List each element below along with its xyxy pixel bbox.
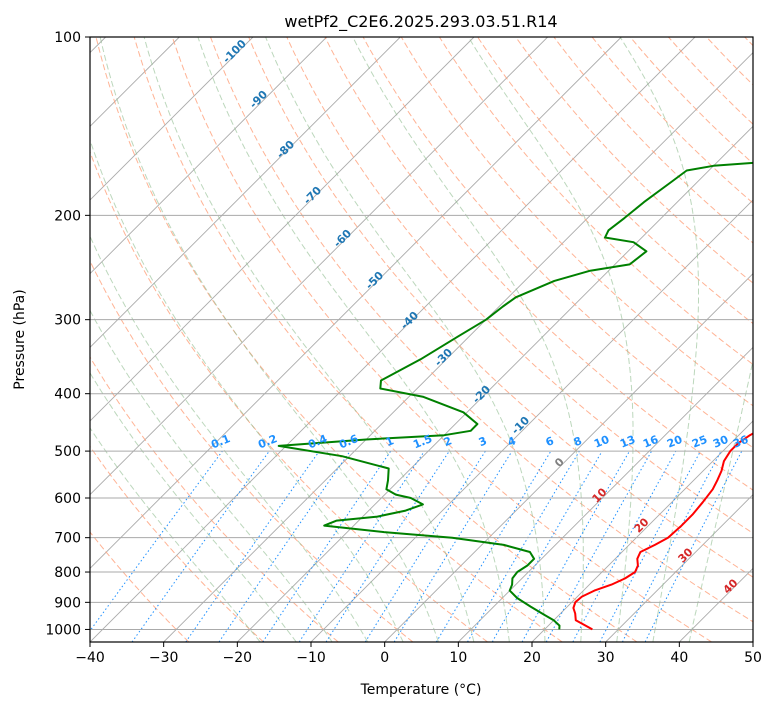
x-tick-label: −20: [223, 650, 253, 666]
moist-adiabat-line: [352, 37, 584, 642]
isotherm-line: [90, 37, 696, 642]
mixing-ratio-line: [218, 450, 351, 642]
moist-adiabat-line: [90, 371, 297, 642]
isotherm-line: [90, 37, 401, 348]
dry-adiabat-line: [90, 356, 339, 642]
moist-adiabat-line: [143, 37, 475, 642]
isotherm-line: [163, 52, 753, 642]
x-tick-label: 40: [670, 650, 688, 666]
dry-adiabat-line: [400, 37, 753, 407]
x-tick-label: −30: [149, 650, 179, 666]
x-tick-label: 30: [597, 650, 615, 666]
dry-adiabat-line: [90, 150, 488, 642]
moist-adiabat-line: [99, 37, 439, 642]
dry-adiabat-line: [248, 37, 753, 578]
mixing-ratio-label: 30: [711, 433, 730, 451]
isotherm-line: [458, 346, 753, 642]
x-tick-label: 50: [744, 650, 762, 666]
reference-lines: [90, 37, 753, 642]
mixing-ratio-line: [644, 450, 743, 642]
y-tick-label: 1000: [45, 622, 81, 638]
mixing-ratio-line: [90, 450, 223, 632]
mixing-ratio-line: [545, 450, 653, 642]
x-tick-label: 0: [380, 650, 389, 666]
mixing-ratio-line: [325, 450, 450, 642]
mixing-ratio-line: [521, 450, 630, 642]
mixing-ratio-line: [262, 450, 392, 642]
dry-adiabat-line: [171, 37, 712, 642]
mixing-ratio-label: 10: [592, 433, 611, 451]
mixing-ratio-label: 8: [572, 434, 584, 449]
dry-adiabat-line: [95, 37, 563, 642]
mixing-ratio-line: [572, 450, 677, 642]
moist-adiabat-line: [688, 358, 753, 642]
mixing-ratio-label: 25: [690, 433, 709, 451]
dry-adiabat-line: [90, 259, 414, 642]
moist-adiabat-line: [197, 37, 510, 642]
y-tick-label: 300: [54, 313, 81, 329]
y-tick-label: 400: [54, 387, 81, 403]
y-tick-label: 200: [54, 208, 81, 224]
mixing-ratio-label: 16: [641, 433, 660, 451]
y-tick-label: 900: [54, 595, 81, 611]
isotherm-line: [90, 37, 327, 275]
dewpoint-profile-line: [277, 161, 753, 630]
mixing-ratio-label: 13: [618, 433, 637, 451]
isotherm-line: [90, 37, 622, 569]
y-tick-label: 600: [54, 491, 81, 507]
isotherm-line: [90, 37, 475, 422]
isotherm-line: [605, 494, 753, 642]
x-tick-label: 20: [523, 650, 541, 666]
isotherm-line: [90, 37, 254, 201]
y-axis-title: Pressure (hPa): [12, 289, 28, 389]
moist-adiabat-line: [90, 235, 369, 642]
dry-adiabat-line: [438, 37, 753, 366]
mixing-ratio-label: 2: [442, 434, 454, 449]
isotherm-line: [237, 125, 753, 642]
dry-adiabat-line: [286, 37, 753, 534]
plot-frame: [89, 36, 754, 643]
dry-adiabat-line: [90, 445, 264, 642]
y-axis: 100 200 300 400 500 600 700 800 900 1000: [45, 30, 90, 638]
dry-adiabat-line: [133, 37, 638, 642]
mixing-ratio-label: 3: [477, 434, 489, 449]
y-tick-label: 700: [54, 531, 81, 547]
isotherm-line: [384, 273, 753, 642]
mixing-ratio-label: 1: [384, 434, 396, 449]
moist-adiabat-line: [619, 37, 699, 642]
moist-adiabat-line: [90, 138, 404, 642]
mixing-ratio-line: [185, 450, 320, 642]
y-tick-label: 500: [54, 444, 81, 460]
x-tick-label: 10: [449, 650, 467, 666]
moist-adiabat-line: [90, 427, 261, 642]
mixing-ratio-line: [131, 450, 270, 642]
mixing-ratio-label: 20: [665, 433, 684, 451]
chart-title: wetPf2_C2E6.2025.293.03.51.R14: [284, 12, 557, 32]
isotherm-line: [90, 37, 548, 496]
dry-adiabat-line: [90, 531, 190, 642]
dry-adiabat-line: [210, 37, 753, 623]
y-tick-label: 100: [54, 30, 81, 46]
pressure-grid: [90, 37, 753, 630]
dry-adiabat-line: [515, 37, 753, 284]
x-axis: −40 −30 −20 −10 0 10 20 30 40 50: [75, 642, 762, 666]
y-tick-label: 800: [54, 565, 81, 581]
x-tick-label: −40: [75, 650, 105, 666]
mixing-ratio-line: [393, 450, 513, 642]
temperature-profile-line: [572, 432, 753, 631]
x-axis-title: Temperature (°C): [360, 682, 482, 698]
isotherm-line: [531, 420, 753, 642]
profiles: [277, 161, 753, 631]
mixing-ratio-label: 36: [731, 433, 750, 451]
moist-adiabat-line: [265, 37, 546, 642]
x-tick-label: −10: [296, 650, 326, 666]
